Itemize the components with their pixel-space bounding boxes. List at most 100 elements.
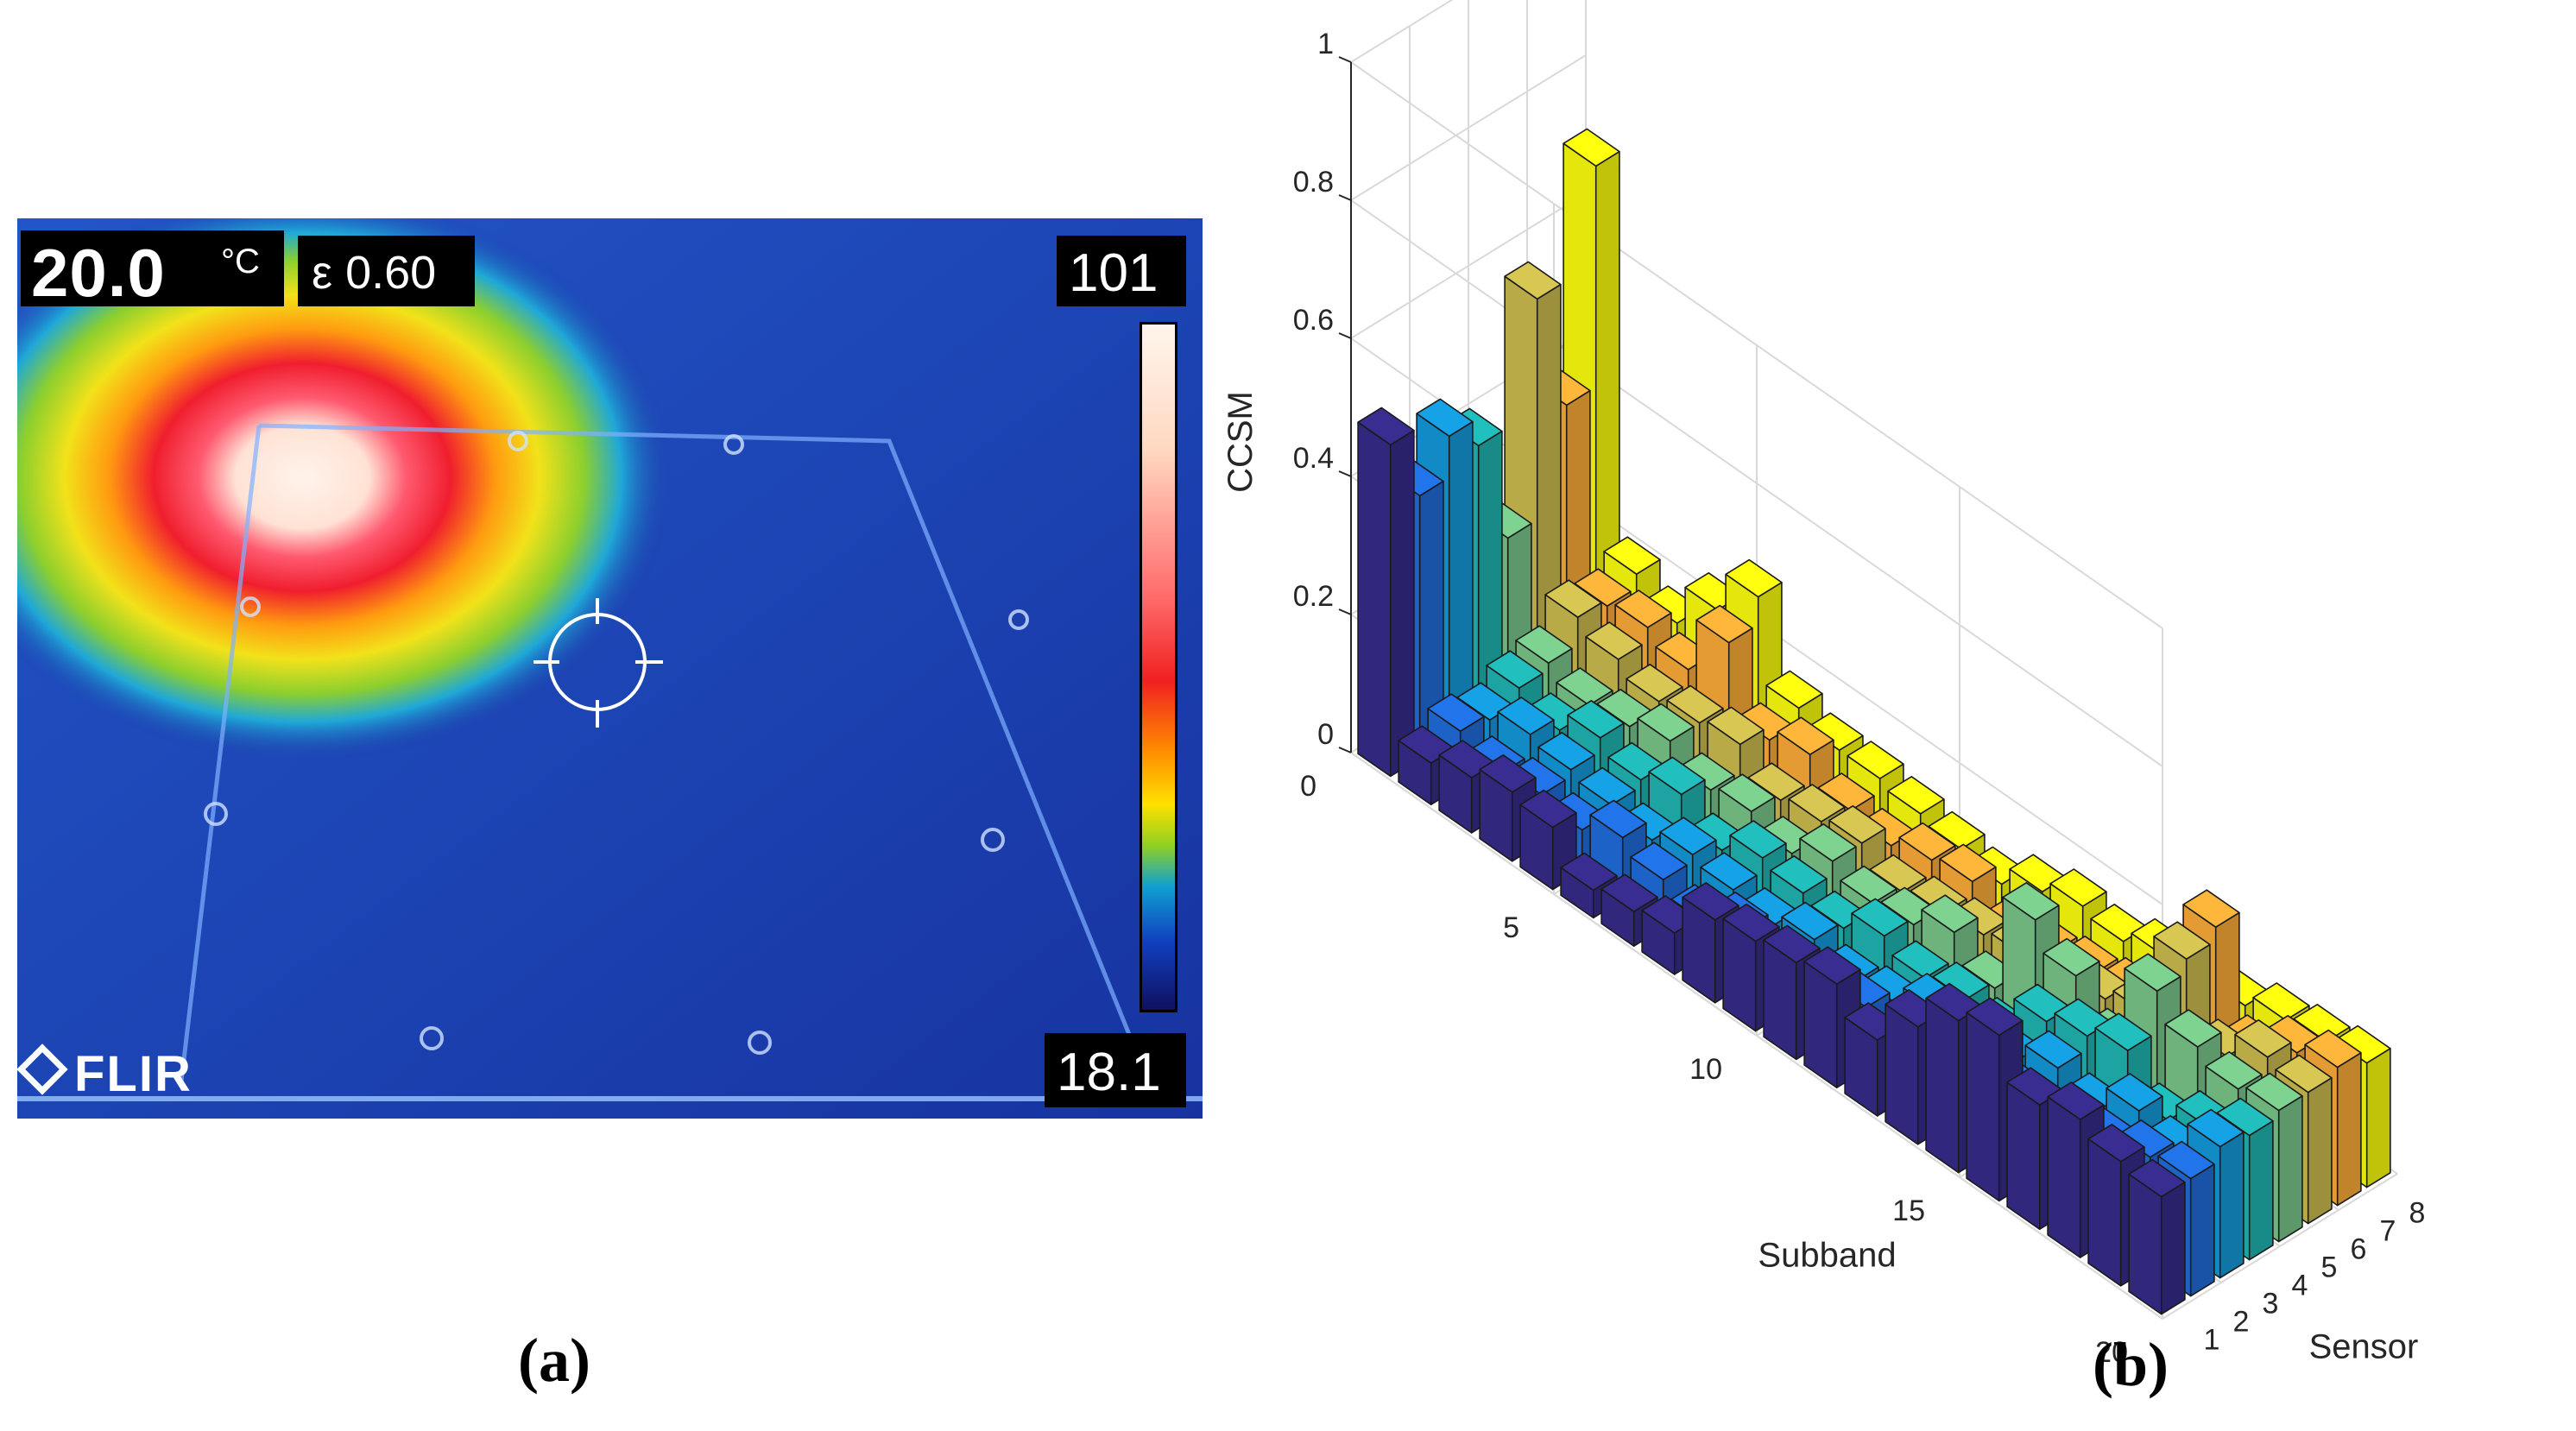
bar bbox=[2164, 1009, 2222, 1048]
bar bbox=[1515, 625, 1573, 665]
bar bbox=[1695, 604, 1753, 644]
bar bbox=[1765, 670, 1823, 709]
bar bbox=[2128, 1173, 2162, 1315]
bar bbox=[2087, 1124, 2145, 1163]
scale-min-readout: 18.1 bbox=[1045, 1033, 1186, 1107]
subband-axis-label: Subband bbox=[1758, 1237, 1896, 1275]
bar bbox=[1416, 398, 1474, 438]
chart-axes: CCSM Subband Sensor 00.20.40.60.81051015… bbox=[1222, 28, 2425, 1369]
subband-tick-label: 15 bbox=[1892, 1195, 1925, 1227]
grid-line bbox=[2162, 1173, 2398, 1320]
bar bbox=[1497, 697, 1555, 735]
spot-temperature-readout: 20.0 °C bbox=[21, 230, 284, 311]
bar bbox=[2094, 1012, 2152, 1051]
sensor-tick-label: 6 bbox=[2351, 1233, 2367, 1266]
z-tick bbox=[1338, 332, 1352, 339]
bar bbox=[1585, 621, 1643, 660]
bar bbox=[2006, 1081, 2041, 1230]
bar bbox=[1722, 903, 1780, 942]
bar bbox=[1799, 823, 1857, 862]
z-tick bbox=[1338, 470, 1352, 477]
emissivity-readout: ε 0.60 bbox=[298, 236, 475, 306]
subband-tick-label: 0 bbox=[1300, 770, 1316, 803]
bar bbox=[2153, 921, 2211, 960]
bar bbox=[1887, 775, 1945, 815]
bar bbox=[1614, 589, 1672, 628]
bar bbox=[1578, 766, 1636, 806]
bar bbox=[1544, 579, 1602, 619]
thermal-heatmap bbox=[17, 218, 1203, 1119]
z-tick bbox=[1338, 747, 1352, 753]
bar bbox=[1519, 789, 1577, 829]
z-tick-label: 0 bbox=[1317, 718, 1334, 751]
bar bbox=[1781, 901, 1839, 941]
z-axis-label: CCSM bbox=[1222, 391, 1260, 493]
bar bbox=[1427, 693, 1485, 733]
bar bbox=[2219, 1132, 2245, 1279]
grid-line bbox=[1350, 0, 1454, 63]
bar bbox=[2128, 1158, 2186, 1198]
z-tick-label: 1 bbox=[1317, 28, 1334, 60]
subband-tick-label: 5 bbox=[1503, 911, 1519, 944]
bar bbox=[2124, 953, 2181, 992]
bar bbox=[1718, 773, 1776, 813]
bar bbox=[2277, 1095, 2303, 1243]
bar bbox=[1966, 997, 2024, 1037]
bar bbox=[1556, 667, 1613, 706]
bar bbox=[1601, 873, 1658, 912]
subband-tick-label: 20 bbox=[2095, 1336, 2128, 1369]
bar bbox=[2160, 1182, 2186, 1315]
bar bbox=[1666, 684, 1724, 724]
flir-logo: FLIR bbox=[17, 1043, 193, 1103]
spot-temperature-value: 20.0 bbox=[31, 235, 166, 311]
bar bbox=[2248, 1120, 2274, 1261]
bar bbox=[1788, 784, 1846, 823]
bar bbox=[2106, 1073, 2163, 1112]
bar bbox=[2252, 982, 2310, 1021]
bar bbox=[1898, 822, 1956, 861]
sensor-tick-label: 8 bbox=[2409, 1197, 2426, 1230]
bar bbox=[2002, 881, 2060, 921]
bar bbox=[1486, 650, 1544, 690]
bar bbox=[1777, 716, 1834, 756]
bar bbox=[1921, 894, 1979, 933]
ccsm-3d-bar-chart: CCSM Subband Sensor 00.20.40.60.81051015… bbox=[1222, 0, 2425, 1369]
bar bbox=[1840, 865, 1897, 905]
sensor-tick-label: 2 bbox=[2233, 1306, 2250, 1339]
sensor-tick-label: 3 bbox=[2263, 1288, 2279, 1321]
temperature-unit: °C bbox=[221, 243, 260, 281]
bar bbox=[2307, 1077, 2333, 1225]
z-tick-label: 0.6 bbox=[1293, 304, 1334, 337]
bar bbox=[1725, 558, 1783, 598]
sensor-axis-label: Sensor bbox=[2309, 1328, 2419, 1366]
bar bbox=[2234, 1019, 2292, 1058]
bar bbox=[1563, 128, 1620, 167]
sensor-tick-label: 7 bbox=[2380, 1215, 2396, 1248]
bar bbox=[1630, 842, 1688, 881]
bar bbox=[1939, 843, 1997, 883]
bar bbox=[2047, 1096, 2081, 1258]
bar bbox=[1560, 852, 1618, 892]
bar bbox=[2245, 1072, 2303, 1112]
scale-max-value: 101 bbox=[1069, 243, 1159, 303]
bar bbox=[1589, 799, 1647, 839]
bar bbox=[1770, 854, 1828, 894]
bar bbox=[1925, 997, 1960, 1174]
bar bbox=[1729, 820, 1787, 859]
bar bbox=[2087, 1138, 2122, 1287]
z-tick bbox=[1338, 608, 1352, 615]
bar bbox=[1847, 741, 1904, 779]
bar bbox=[2205, 1051, 2263, 1090]
bar bbox=[1682, 881, 1739, 921]
bar bbox=[1700, 852, 1758, 891]
sensor-tick-label: 1 bbox=[2204, 1324, 2220, 1357]
emissivity-value: ε 0.60 bbox=[312, 247, 437, 299]
bar bbox=[1659, 816, 1717, 856]
chart-bars bbox=[1357, 128, 2391, 1315]
panel-b-label: (b) bbox=[2093, 1330, 2169, 1399]
bar bbox=[2275, 1054, 2333, 1094]
bar bbox=[2304, 1029, 2362, 1069]
bar bbox=[2182, 889, 2240, 928]
bar bbox=[1637, 703, 1695, 742]
bar bbox=[1357, 407, 1415, 446]
